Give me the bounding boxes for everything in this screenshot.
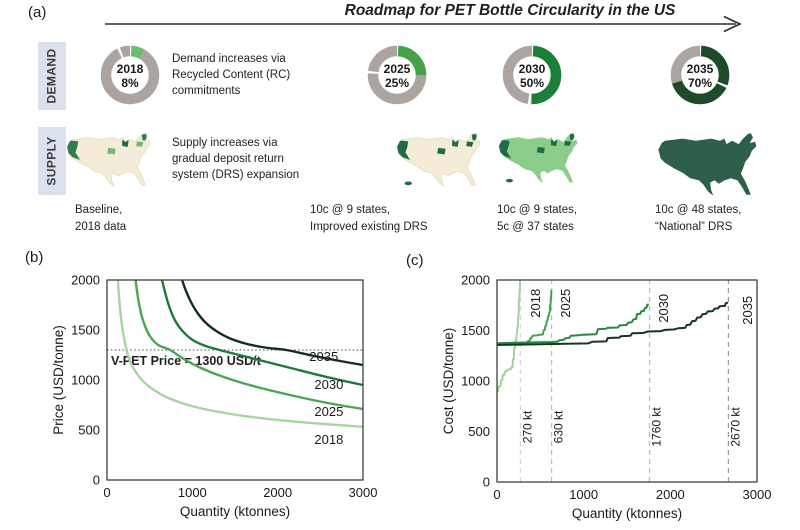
supply-row-label: SUPPLY: [38, 127, 66, 195]
caption-line: “National” DRS: [655, 220, 733, 233]
series-c-2018: [496, 279, 522, 393]
series-b-2025: [134, 279, 364, 411]
supply-row-label-text: SUPPLY: [45, 136, 59, 186]
us-map-2035: [658, 133, 757, 196]
ytick-b-500: 500: [78, 423, 100, 438]
donut-year-2030: 2030: [519, 62, 546, 76]
series-c-2025: [496, 289, 553, 345]
xtick-b-3000: 3000: [349, 485, 378, 500]
ytick-c-0: 0: [483, 475, 490, 490]
donut-percent-2035: 70%: [688, 76, 712, 90]
caption-line: Baseline,: [75, 204, 123, 216]
series-label-c-2030: 2030: [656, 294, 671, 323]
series-label-b-2030: 2030: [314, 377, 343, 392]
vline-label-270-kt: 270 kt: [520, 410, 534, 443]
series-label-c-2018: 2018: [528, 289, 543, 318]
xtick-b-1000: 1000: [178, 485, 207, 500]
panel-c-label: (c): [406, 252, 424, 269]
supply-description: Supply increases via gradual deposit ret…: [172, 137, 300, 181]
ytick-c-1000: 1000: [461, 374, 490, 389]
ytick-b-0: 0: [93, 473, 100, 488]
milestone-caption-2030: 10c @ 9 states, 5c @ 37 states: [497, 202, 577, 235]
series-label-c-2025: 2025: [558, 289, 573, 318]
roadmap-title: Roadmap for PET Bottle Circularity in th…: [344, 2, 676, 19]
donut-year-2025: 2025: [384, 62, 411, 76]
milestone-caption-2025: 10c @ 9 states, Improved existing DRS: [310, 202, 428, 235]
plot-frame-c: [496, 279, 758, 483]
donut-percent-2018: 8%: [121, 76, 139, 90]
vline-label-1760-kt: 1760 kt: [650, 407, 664, 447]
demand-row-label: DEMAND: [38, 42, 66, 110]
xtick-c-1000: 1000: [569, 487, 598, 502]
caption-line: 5c @ 37 states: [497, 220, 574, 233]
milestone-caption-2035: 10c @ 48 states, “National” DRS: [655, 202, 741, 235]
xtick-b-0: 0: [103, 485, 110, 500]
vline-label-630-kt: 630 kt: [552, 410, 566, 443]
series-b-2035: [180, 279, 364, 367]
series-b-2030: [160, 279, 364, 387]
plot-frame-b: [106, 279, 364, 481]
us-map-2025: [396, 132, 481, 188]
vline-label-2670-kt: 2670 kt: [728, 407, 742, 447]
xtick-b-2000: 2000: [263, 485, 292, 500]
ytick-c-2000: 2000: [461, 273, 490, 288]
series-label-b-2025: 2025: [314, 404, 343, 419]
ytick-c-1500: 1500: [461, 323, 490, 338]
price-vs-quantity-chart: V-PET Price = 1300 USD/t2018202520302035…: [51, 273, 378, 520]
series-label-c-2035: 2035: [740, 296, 755, 325]
xlabel-b: Quantity (ktonnes): [180, 504, 290, 519]
ytick-b-2000: 2000: [71, 273, 100, 288]
donut-year-2018: 2018: [117, 62, 144, 76]
xtick-c-3000: 3000: [743, 487, 772, 502]
ytick-b-1500: 1500: [71, 323, 100, 338]
roadmap-arrow: [105, 15, 742, 33]
ytick-c-500: 500: [468, 424, 490, 439]
ylabel-b: Price (USD/tonne): [51, 325, 66, 435]
donut-year-2035: 2035: [687, 62, 714, 76]
donut-percent-2030: 50%: [520, 76, 544, 90]
ytick-b-1000: 1000: [71, 373, 100, 388]
series-c-2030: [496, 303, 650, 345]
cost-vs-quantity-chart: 270 kt 630 kt 1760 kt 2670 kt 2018 2025 2030 20…: [441, 273, 772, 522]
caption-line: 10c @ 48 states,: [655, 204, 742, 216]
demand-description: Demand increases via Recycled Content (R…: [172, 53, 291, 97]
xtick-c-2000: 2000: [656, 487, 685, 502]
donut-percent-2025: 25%: [385, 76, 409, 90]
us-map-2018: [66, 132, 151, 188]
ylabel-c: Cost (USD/tonne): [441, 328, 456, 435]
xtick-c-0: 0: [493, 487, 500, 502]
caption-line: 2018 data: [75, 220, 127, 233]
demand-row-label-text: DEMAND: [45, 48, 60, 104]
panel-b-label: (b): [25, 249, 44, 266]
series-b-2018: [116, 279, 364, 428]
series-c-2035: [496, 301, 729, 346]
xlabel-c: Quantity (ktonnes): [572, 506, 682, 521]
caption-line: 10c @ 9 states,: [310, 204, 391, 216]
caption-line: Improved existing DRS: [310, 220, 428, 233]
milestone-caption-2018: Baseline, 2018 data: [75, 202, 126, 235]
series-label-b-2018: 2018: [314, 432, 343, 447]
series-label-b-2035: 2035: [309, 349, 338, 364]
caption-line: 10c @ 9 states,: [497, 204, 578, 216]
panel-a-label: (a): [28, 4, 47, 21]
us-map-2030: [498, 132, 578, 184]
